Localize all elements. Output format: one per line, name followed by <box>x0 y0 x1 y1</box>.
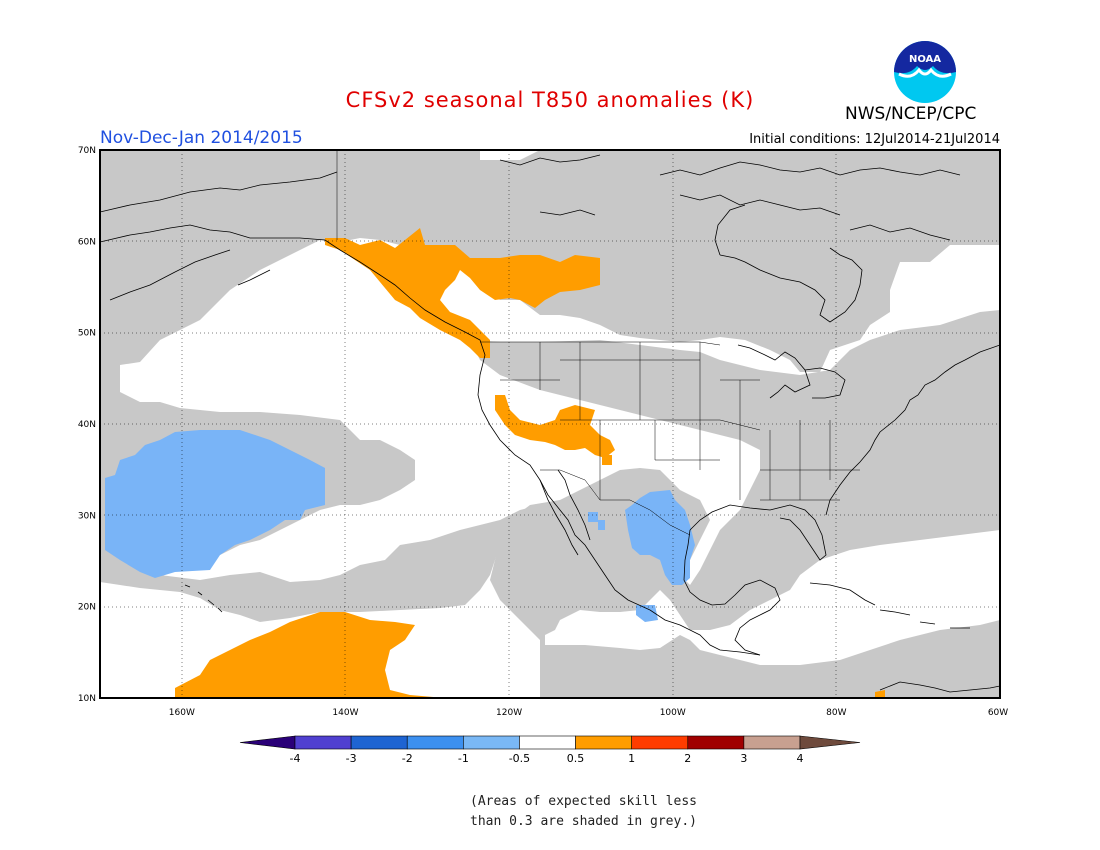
lon-tick-label: 60W <box>988 708 1008 718</box>
lat-tick-label: 10N <box>78 694 96 704</box>
footnote: (Areas of expected skill less than 0.3 a… <box>470 792 730 832</box>
coastlines <box>100 154 1000 693</box>
colorbar-segment <box>294 735 352 750</box>
lat-tick-label: 40N <box>78 420 96 430</box>
colorbar-level-label: 2 <box>684 752 691 765</box>
footnote-line-1: (Areas of expected skill less <box>470 794 697 809</box>
agency-label: NWS/NCEP/CPC <box>845 104 977 124</box>
latitude-labels: 10N 20N 30N 40N 50N 60N 70N <box>78 146 96 704</box>
colorbar-level-label: -0.5 <box>509 752 530 765</box>
colorbar-segment <box>687 735 745 750</box>
footnote-line-2: than 0.3 are shaded in grey.) <box>470 814 697 829</box>
colorbar-segment <box>743 735 801 750</box>
colorbar-level-label: -4 <box>290 752 301 765</box>
colorbar-segment <box>575 735 632 750</box>
lat-tick-label: 70N <box>78 146 96 156</box>
forecast-period: Nov-Dec-Jan 2014/2015 <box>100 128 303 148</box>
lat-tick-label: 50N <box>78 329 96 339</box>
colorbar-segment <box>631 735 689 750</box>
positive-anomaly-areas <box>175 228 885 698</box>
chart-title: CFSv2 seasonal T850 anomalies (K) <box>345 88 755 112</box>
colorbar: -4 -3 -2 -1 -0.5 0.5 1 2 3 4 <box>239 735 861 765</box>
colorbar-level-label: 1 <box>628 752 635 765</box>
lat-tick-label: 60N <box>78 237 96 247</box>
colorbar-min-arrow <box>239 735 296 750</box>
political-borders <box>336 150 860 536</box>
lon-tick-label: 140W <box>332 708 358 718</box>
lon-tick-label: 80W <box>826 708 846 718</box>
lon-tick-label: 100W <box>660 708 686 718</box>
colorbar-segment <box>350 735 408 750</box>
colorbar-segment <box>406 735 464 750</box>
longitude-labels: 160W 140W 120W 100W 80W 60W <box>169 708 1008 718</box>
gridlines <box>100 150 1000 698</box>
lat-tick-label: 20N <box>78 603 96 613</box>
negative-anomaly-areas <box>105 430 695 622</box>
noaa-logo-icon: NOAA <box>894 41 956 103</box>
lon-tick-label: 160W <box>169 708 195 718</box>
colorbar-level-label: 0.5 <box>567 752 585 765</box>
colorbar-level-label: -3 <box>346 752 357 765</box>
lat-tick-label: 30N <box>78 511 96 521</box>
colorbar-segment <box>519 735 576 750</box>
colorbar-level-label: 4 <box>797 752 804 765</box>
colorbar-level-label: 3 <box>740 752 747 765</box>
colorbar-max-arrow <box>799 735 861 750</box>
colorbar-level-label: -2 <box>402 752 413 765</box>
lon-tick-label: 120W <box>496 708 522 718</box>
colorbar-level-label: -1 <box>458 752 469 765</box>
colorbar-segment <box>463 735 520 750</box>
logo-text: NOAA <box>909 54 941 65</box>
map-frame <box>99 149 1001 699</box>
initial-conditions: Initial conditions: 12Jul2014-21Jul2014 <box>749 132 1000 147</box>
